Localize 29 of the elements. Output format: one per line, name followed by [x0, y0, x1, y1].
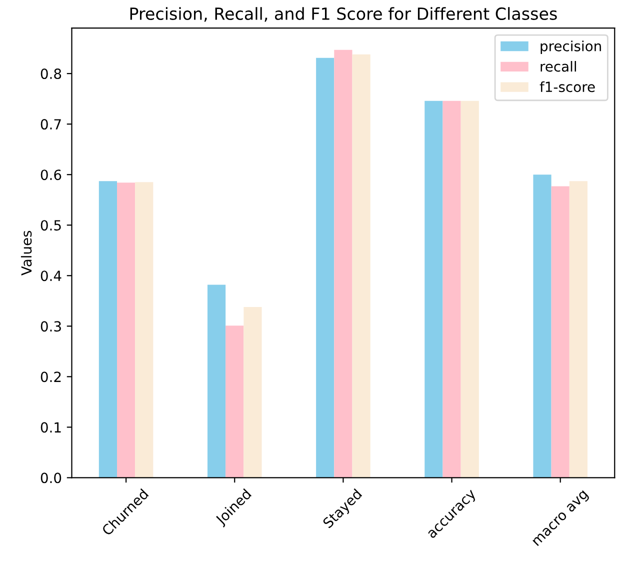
bar — [226, 326, 244, 478]
y-tick-label: 0.1 — [40, 422, 61, 433]
bar — [316, 58, 334, 478]
legend-label: f1-score — [540, 81, 595, 92]
bar — [442, 100, 461, 478]
chart-title: Precision, Recall, and F1 Score for Different Classes — [130, 7, 557, 22]
bar — [135, 182, 154, 478]
y-tick-label: 0.3 — [40, 321, 61, 332]
bar — [460, 100, 479, 478]
y-tick-label: 0.0 — [40, 472, 62, 484]
bar — [533, 174, 552, 478]
bar — [244, 306, 262, 478]
bar — [207, 284, 226, 478]
bar — [334, 50, 352, 478]
legend-label: recall — [540, 60, 576, 72]
bar — [352, 54, 370, 478]
bar — [117, 182, 136, 478]
y-tick-label: 0.5 — [40, 220, 61, 231]
y-tick-label: 0.4 — [40, 270, 62, 282]
y-axis-title: Values — [20, 230, 32, 276]
bar — [551, 186, 570, 478]
bar — [424, 100, 443, 478]
bar — [569, 181, 588, 478]
y-tick-label: 0.2 — [40, 372, 61, 382]
legend-label: precision — [540, 40, 601, 54]
y-tick-label: 0.8 — [40, 68, 62, 80]
bar — [98, 181, 117, 478]
y-tick-label: 0.7 — [40, 119, 61, 130]
y-tick-label: 0.6 — [40, 170, 62, 180]
